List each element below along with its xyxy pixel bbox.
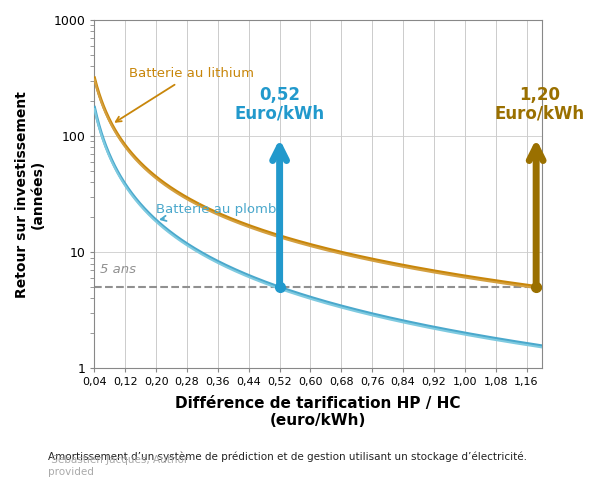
Text: Sébastien Jacques, Author
provided: Sébastien Jacques, Author provided: [48, 455, 188, 477]
Y-axis label: Retour sur investissement
(années): Retour sur investissement (années): [15, 91, 45, 298]
X-axis label: Différence de tarification HP / HC
(euro/kWh): Différence de tarification HP / HC (euro…: [175, 396, 461, 428]
Text: Amortissement d’un système de prédiction et de gestion utilisant un stockage d’é: Amortissement d’un système de prédiction…: [48, 452, 527, 462]
Text: 0,52
Euro/kWh: 0,52 Euro/kWh: [235, 86, 325, 123]
Text: Batterie au lithium: Batterie au lithium: [116, 68, 254, 122]
Text: 5 ans: 5 ans: [100, 262, 136, 276]
Text: 1,20
Euro/kWh: 1,20 Euro/kWh: [495, 86, 585, 123]
Text: Batterie au plomb: Batterie au plomb: [156, 203, 277, 221]
